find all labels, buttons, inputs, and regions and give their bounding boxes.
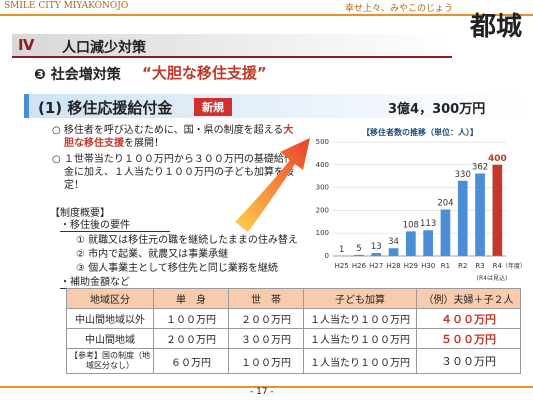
header-left: SMILE CITY MIYAKONOJO bbox=[4, 1, 129, 11]
bar bbox=[354, 254, 364, 256]
header-bar bbox=[0, 0, 533, 16]
x-tick-label: R1 bbox=[441, 262, 450, 270]
bar bbox=[440, 209, 451, 256]
x-tick-label: R2 bbox=[458, 262, 467, 270]
amount: 3億4，300万円 bbox=[388, 102, 486, 117]
header-right: 幸せ上々、みやこのじょう bbox=[345, 4, 454, 14]
value-label: 204 bbox=[437, 198, 453, 208]
y-tick-label: 0 bbox=[325, 252, 329, 260]
section-bar bbox=[12, 34, 452, 58]
x-tick-label: H29 bbox=[404, 262, 418, 270]
x-tick-label: H25 bbox=[335, 262, 349, 270]
bar bbox=[371, 253, 382, 256]
x-tick-label: H26 bbox=[352, 262, 367, 270]
x-axis-label: （年度） bbox=[502, 262, 526, 270]
bar bbox=[492, 164, 503, 256]
y-tick-label: 100 bbox=[316, 229, 329, 237]
x-tick-label: R4 bbox=[493, 262, 503, 270]
value-label: 1 bbox=[339, 245, 344, 255]
section-number: Ⅳ bbox=[18, 36, 35, 54]
bullet: ○ 移住者を呼び込むために、国・県の制度を超える大胆な移住支援を展開！ bbox=[52, 124, 294, 150]
cell: １人当たり１００万円 bbox=[303, 348, 417, 374]
table-header: 地域区分 単 身 世 帯 子ども加算 （例）夫婦＋子２人 bbox=[66, 288, 521, 309]
value-label: 13 bbox=[371, 242, 382, 252]
cell: １００万円 bbox=[228, 348, 304, 374]
heading-bar bbox=[24, 94, 529, 118]
x-tick-label: H30 bbox=[421, 262, 435, 270]
y-tick-label: 500 bbox=[316, 138, 329, 146]
bullet: ○ １世帯当たり１００万円から３００万円の基礎給付金に加え、１人当たり１００万円… bbox=[52, 154, 294, 191]
footer-bar bbox=[0, 386, 533, 400]
value-label: 34 bbox=[388, 237, 399, 247]
bullet-highlight: 大胆な移住支援 bbox=[64, 125, 294, 149]
cell: ６０万円 bbox=[153, 348, 229, 374]
cell: ３００万円 bbox=[416, 348, 521, 374]
outline-title: 【制度概要】 bbox=[50, 208, 110, 219]
row: 中山間地域以外 １００万円 ２００万円 １人当たり１００万円 ４００万円 bbox=[66, 308, 521, 329]
bar bbox=[406, 231, 416, 256]
table: 地域区分 単 身 世 帯 子ども加算 （例）夫婦＋子２人 中山間地域以外 １００万… bbox=[66, 288, 521, 374]
y-tick-label: 200 bbox=[316, 206, 329, 214]
bar bbox=[475, 173, 485, 256]
requirement: ① 就職又は移住元の職を継続したままの住み替え bbox=[76, 235, 298, 246]
value-label: 113 bbox=[420, 219, 436, 229]
page-number: - 17 - bbox=[250, 387, 274, 397]
badge: 新規 bbox=[194, 98, 232, 116]
heading-title: (1) 移住応援給付金 bbox=[38, 99, 173, 117]
requirement: ③ 個人事業主として移住先と同じ業務を継続 bbox=[76, 263, 278, 274]
subsection-label: ❸ 社会増対策 bbox=[34, 67, 121, 83]
bullet-text: を展開！ bbox=[124, 138, 164, 149]
value-label: 400 bbox=[488, 154, 507, 164]
bar bbox=[457, 180, 468, 256]
logo: 都城 bbox=[470, 12, 523, 42]
subsection-quote: “大胆な移住支援” bbox=[142, 64, 267, 82]
y-tick-label: 400 bbox=[316, 161, 329, 169]
row: 【参考】国の制度（地域区分なし） ６０万円 １００万円 １人当たり１００万円 ３００万円 bbox=[66, 348, 521, 374]
value-label: 108 bbox=[403, 220, 419, 230]
requirement: ② 市内で起業、就農又は事業承継 bbox=[76, 249, 229, 260]
chart-title: 【移住者数の推移（単位：人）】 bbox=[362, 127, 478, 137]
value-label: 330 bbox=[455, 170, 471, 180]
note: (R4は見込) bbox=[477, 274, 508, 282]
value-label: 5 bbox=[356, 244, 361, 254]
section-title: 人口減少対策 bbox=[62, 40, 146, 56]
bar bbox=[423, 230, 433, 256]
arrow bbox=[235, 138, 310, 232]
value-label: 362 bbox=[472, 162, 488, 172]
x-tick-label: R3 bbox=[475, 262, 484, 270]
cell: 【参考】国の制度（地域区分なし） bbox=[66, 348, 154, 374]
x-tick-label: H28 bbox=[386, 262, 400, 270]
x-tick-label: H27 bbox=[369, 262, 383, 270]
bullet-text: ○ 移住者を呼び込むために、国・県の制度を超える bbox=[52, 125, 284, 136]
y-tick-label: 300 bbox=[316, 184, 329, 192]
requirements-title: ・移住後の要件 bbox=[60, 216, 170, 232]
bar bbox=[388, 248, 399, 256]
